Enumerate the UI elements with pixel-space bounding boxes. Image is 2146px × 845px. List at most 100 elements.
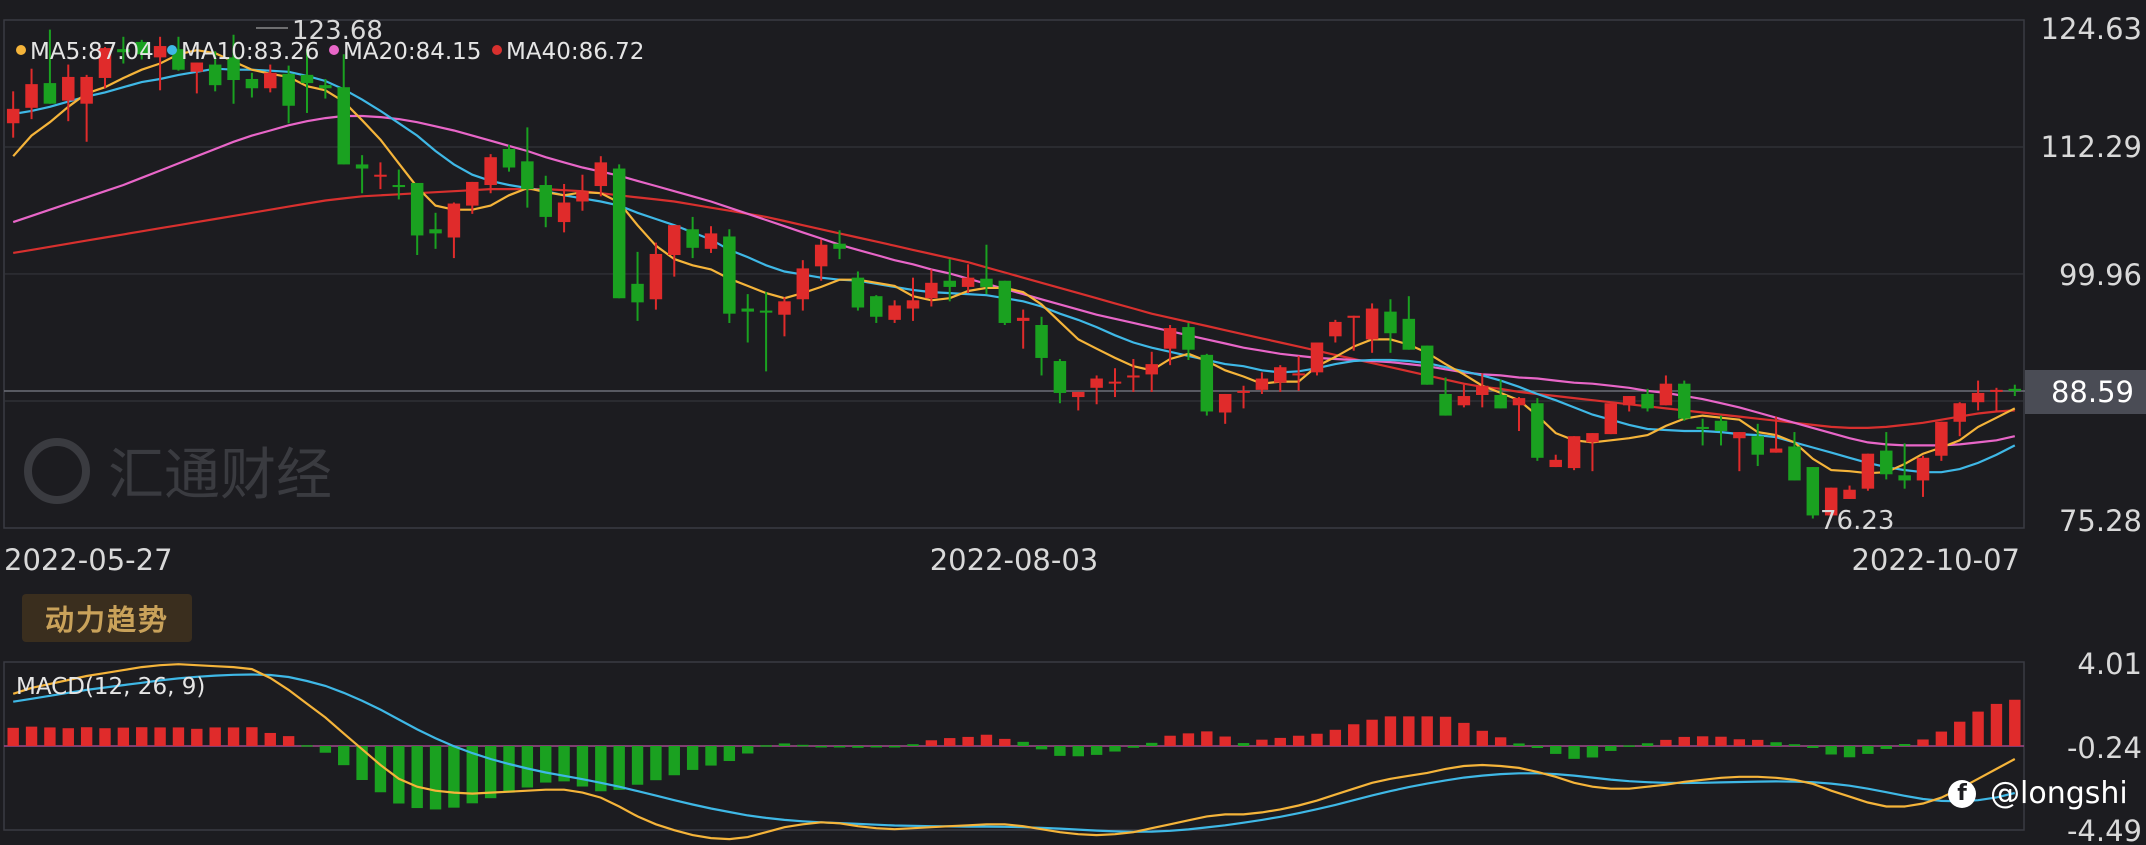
- macd-histogram-bar: [576, 746, 589, 787]
- macd-histogram-bar: [999, 738, 1011, 746]
- candle-body: [1935, 421, 1948, 456]
- macd-histogram-bar: [2009, 699, 2021, 746]
- candle: [1053, 358, 1067, 404]
- macd-histogram-bar: [1917, 739, 1929, 746]
- macd-histogram-bar: [374, 746, 387, 793]
- candle-body: [227, 57, 240, 81]
- legend-ma10: MA10:83.26: [181, 39, 319, 65]
- candle-body: [1035, 325, 1048, 358]
- macd-histogram-bar: [1770, 742, 1782, 746]
- watermark-text: 汇通财经: [108, 443, 332, 508]
- macd-histogram-bar: [1788, 744, 1801, 746]
- macd-histogram-bar: [227, 727, 240, 746]
- macd-histogram-bar: [411, 746, 423, 809]
- candle-body: [117, 49, 130, 53]
- candle-body: [1053, 361, 1067, 393]
- macd-histogram-bar: [760, 745, 772, 747]
- macd-histogram-bar: [25, 726, 38, 746]
- candle: [1733, 432, 1746, 472]
- macd-histogram-bar: [117, 727, 130, 746]
- candle: [466, 181, 479, 214]
- macd-histogram-bar: [484, 746, 497, 799]
- candle: [576, 174, 589, 211]
- candle-body: [300, 74, 314, 84]
- macd-histogram-bar: [631, 746, 644, 785]
- macd-histogram-bar: [613, 746, 625, 790]
- macd-histogram-bar: [301, 745, 313, 747]
- candle: [521, 127, 534, 208]
- macd-histogram-bar: [1954, 721, 1966, 746]
- ma5-line: [12, 49, 2016, 475]
- candle: [796, 260, 810, 311]
- high-annotation: 123.68: [292, 16, 383, 46]
- macd-histogram-bar: [1641, 743, 1654, 746]
- candle: [2008, 384, 2022, 397]
- candlesticks: [6, 29, 2022, 519]
- macd-histogram-bar: [1329, 729, 1342, 746]
- macd-histogram-bar: [1421, 716, 1433, 746]
- candle: [943, 259, 956, 302]
- candle: [80, 74, 93, 142]
- candle-body: [1494, 395, 1507, 409]
- candle-body: [374, 174, 387, 177]
- candle-body: [1090, 378, 1103, 388]
- candle: [1145, 351, 1158, 392]
- macd-histogram-bar: [466, 746, 478, 804]
- macd-y-tick-label: -0.24: [2067, 731, 2142, 765]
- candle-body: [557, 202, 571, 223]
- legend-dot-ma5: [16, 45, 26, 55]
- candle-body: [1714, 420, 1728, 432]
- candle: [282, 65, 295, 124]
- candle-body: [208, 64, 222, 86]
- macd-histogram-bar: [1586, 746, 1599, 758]
- macd-histogram-bar: [595, 746, 607, 792]
- macd-histogram-bar: [1182, 733, 1195, 746]
- macd-histogram-bar: [686, 746, 699, 770]
- trend-tab[interactable]: 动力趋势: [22, 594, 192, 642]
- candle: [502, 144, 516, 172]
- candle: [1072, 391, 1085, 411]
- legend-dot-ma40: [492, 45, 502, 55]
- macd-histogram-bar: [1311, 733, 1323, 746]
- macd-panel: [7, 663, 2021, 841]
- candle: [1567, 436, 1581, 471]
- macd-histogram-bar: [80, 727, 93, 746]
- candle-body: [925, 282, 938, 299]
- candle-body: [1200, 354, 1214, 412]
- candle: [410, 182, 424, 256]
- macd-histogram-bar: [1733, 739, 1746, 746]
- last-price-tag: [2025, 370, 2146, 414]
- moving-average-lines: [12, 49, 2016, 475]
- candle-body: [319, 85, 332, 89]
- candle-body: [1567, 436, 1581, 469]
- candle-body: [1769, 448, 1783, 453]
- macd-histogram-bar: [191, 728, 203, 746]
- ma10-line: [13, 67, 2016, 474]
- candle: [43, 29, 57, 104]
- candle: [6, 91, 20, 138]
- candle: [1769, 416, 1783, 453]
- macd-histogram-bar: [1109, 746, 1121, 752]
- macd-histogram-bar: [1660, 739, 1672, 746]
- candle-body: [135, 41, 148, 55]
- low-annotation: 76.23: [1820, 506, 1894, 536]
- candle: [1310, 342, 1324, 376]
- credit-text: @longshi: [1990, 776, 2128, 811]
- macd-histogram-bar: [319, 746, 332, 753]
- macd-histogram-bar: [1017, 741, 1029, 746]
- macd-histogram-bar: [1715, 736, 1727, 746]
- candle: [337, 54, 350, 165]
- candle-body: [1861, 453, 1875, 489]
- candle: [117, 36, 130, 64]
- candle: [484, 154, 497, 194]
- candle-body: [1953, 403, 1966, 422]
- macd-histogram-bar: [1090, 746, 1103, 755]
- candle: [172, 36, 185, 71]
- candle-body: [1898, 475, 1911, 481]
- candle-body: [1347, 315, 1360, 318]
- macd-histogram-bar: [282, 736, 295, 746]
- macd-histogram-bar: [1384, 716, 1397, 746]
- macd-histogram-bar: [429, 746, 442, 810]
- candle-body: [282, 73, 295, 106]
- candle: [1035, 316, 1048, 376]
